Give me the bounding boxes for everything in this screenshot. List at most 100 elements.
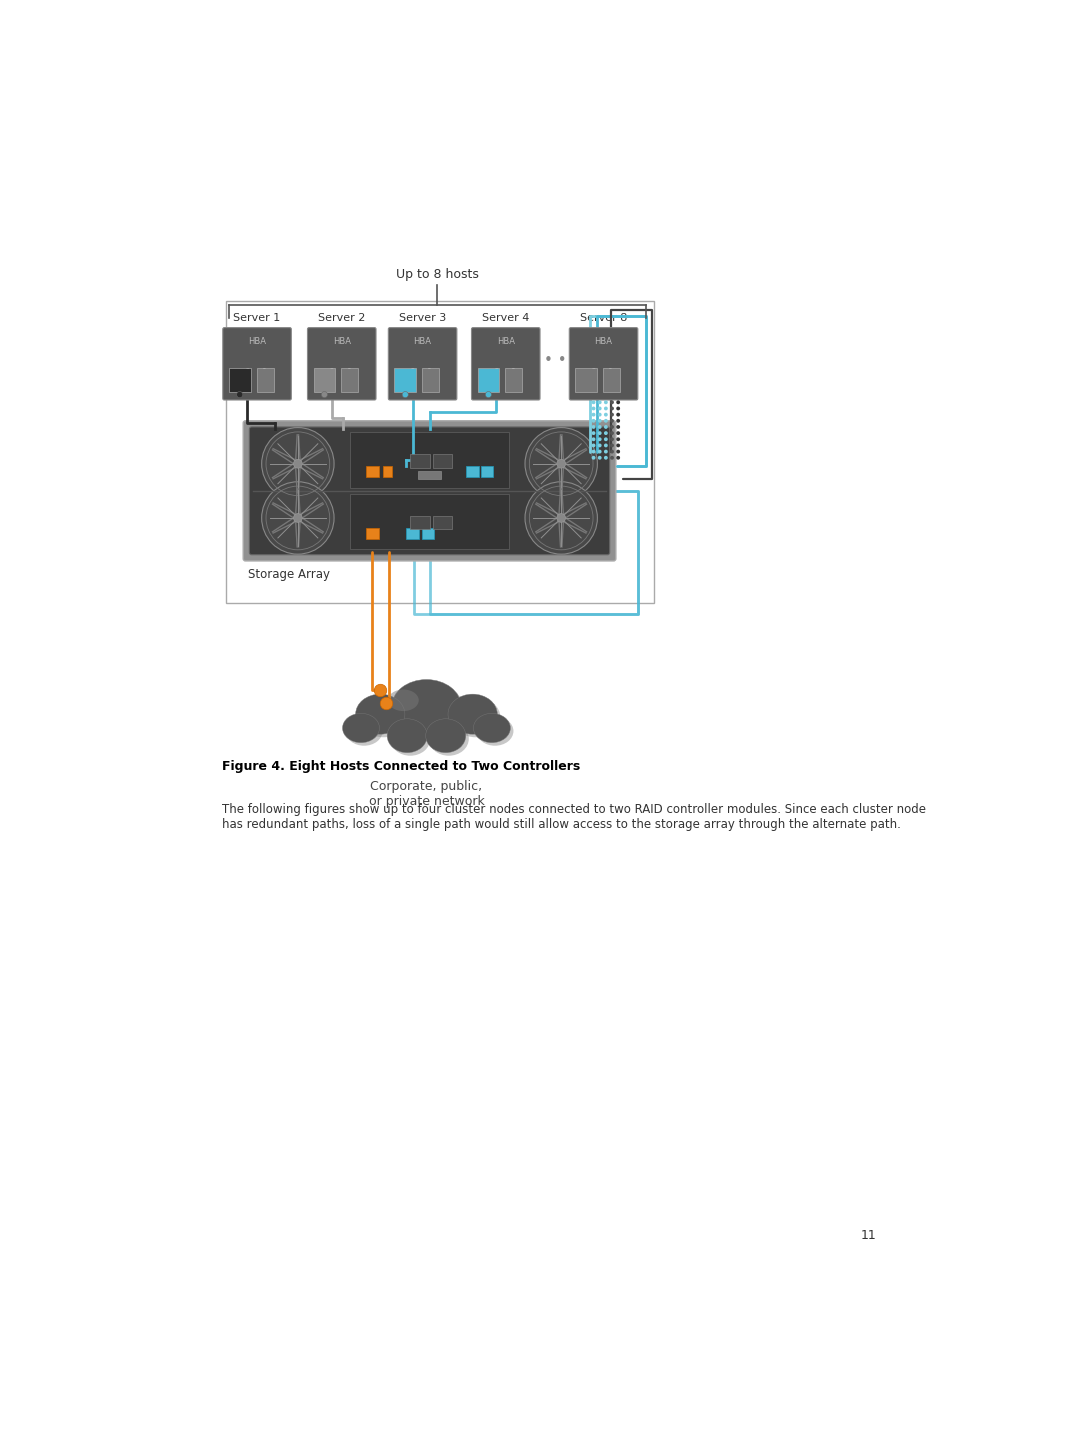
Bar (382, 466, 392, 478)
Text: 1: 1 (428, 367, 433, 377)
Text: Server 4: Server 4 (482, 313, 529, 323)
Circle shape (617, 450, 620, 453)
Bar (422, 369, 440, 393)
Ellipse shape (388, 690, 419, 711)
Circle shape (597, 407, 602, 410)
Circle shape (610, 456, 613, 460)
Bar (477, 369, 499, 393)
Bar (226, 301, 653, 602)
Text: 0: 0 (329, 367, 335, 377)
Circle shape (261, 427, 334, 500)
Bar (341, 369, 359, 393)
FancyBboxPatch shape (222, 327, 292, 400)
Ellipse shape (448, 694, 497, 734)
Text: HBA: HBA (333, 337, 351, 346)
Circle shape (261, 482, 334, 554)
Circle shape (237, 391, 243, 397)
Text: Server 3: Server 3 (399, 313, 446, 323)
Circle shape (604, 413, 608, 416)
Circle shape (592, 407, 595, 410)
Circle shape (592, 432, 595, 435)
Circle shape (592, 413, 595, 416)
Circle shape (604, 407, 608, 410)
Circle shape (592, 437, 595, 442)
Text: Server 8: Server 8 (580, 313, 627, 323)
Circle shape (592, 450, 595, 453)
Circle shape (557, 459, 566, 467)
Ellipse shape (388, 718, 428, 753)
Bar (394, 369, 416, 393)
Text: Figure 4. Eight Hosts Connected to Two Controllers: Figure 4. Eight Hosts Connected to Two C… (222, 760, 581, 773)
Circle shape (597, 424, 602, 429)
Circle shape (402, 391, 408, 397)
Circle shape (610, 400, 613, 404)
Circle shape (525, 482, 597, 554)
Ellipse shape (390, 721, 430, 756)
Circle shape (557, 513, 566, 522)
Ellipse shape (359, 697, 408, 737)
Bar (433, 515, 451, 529)
Text: 1: 1 (511, 367, 516, 377)
Circle shape (610, 443, 613, 447)
Text: Corporate, public,
or private network: Corporate, public, or private network (368, 780, 484, 807)
FancyBboxPatch shape (389, 327, 457, 400)
Bar (481, 466, 494, 478)
Circle shape (592, 419, 595, 423)
Circle shape (604, 432, 608, 435)
Circle shape (294, 513, 302, 522)
Circle shape (322, 391, 327, 397)
Text: HBA: HBA (595, 337, 612, 346)
Circle shape (617, 413, 620, 416)
Text: Storage Array: Storage Array (247, 568, 329, 581)
Circle shape (604, 419, 608, 423)
Bar (350, 493, 509, 549)
Text: 0: 0 (244, 367, 249, 377)
Text: 0: 0 (409, 367, 416, 377)
FancyBboxPatch shape (243, 420, 616, 561)
Ellipse shape (395, 683, 464, 737)
Circle shape (294, 459, 302, 467)
Ellipse shape (451, 697, 500, 737)
Text: 1: 1 (261, 367, 268, 377)
Circle shape (610, 419, 613, 423)
Circle shape (604, 450, 608, 453)
Text: 1: 1 (347, 367, 352, 377)
Bar (603, 369, 620, 393)
Circle shape (592, 456, 595, 460)
Bar (467, 466, 478, 478)
Circle shape (617, 456, 620, 460)
FancyBboxPatch shape (308, 327, 376, 400)
Circle shape (604, 400, 608, 404)
Bar (406, 528, 419, 539)
Ellipse shape (473, 713, 511, 743)
Circle shape (592, 400, 595, 404)
Bar (313, 369, 335, 393)
Circle shape (592, 424, 595, 429)
Circle shape (610, 424, 613, 429)
FancyBboxPatch shape (472, 327, 540, 400)
Ellipse shape (392, 680, 461, 733)
Circle shape (617, 424, 620, 429)
Circle shape (597, 437, 602, 442)
Circle shape (604, 443, 608, 447)
Circle shape (597, 456, 602, 460)
Ellipse shape (476, 717, 513, 746)
FancyBboxPatch shape (569, 327, 638, 400)
Circle shape (610, 413, 613, 416)
Circle shape (617, 443, 620, 447)
Circle shape (617, 400, 620, 404)
Circle shape (617, 432, 620, 435)
Bar (366, 466, 379, 478)
Bar (576, 369, 597, 393)
Circle shape (610, 432, 613, 435)
Circle shape (597, 432, 602, 435)
FancyBboxPatch shape (249, 427, 610, 555)
Text: • •: • • (543, 353, 566, 369)
Text: The following figures show up to four cluster nodes connected to two RAID contro: The following figures show up to four cl… (222, 803, 927, 830)
Circle shape (592, 443, 595, 447)
Circle shape (485, 391, 491, 397)
Circle shape (604, 437, 608, 442)
Circle shape (525, 427, 597, 500)
Text: 1: 1 (608, 367, 615, 377)
Bar (505, 369, 523, 393)
